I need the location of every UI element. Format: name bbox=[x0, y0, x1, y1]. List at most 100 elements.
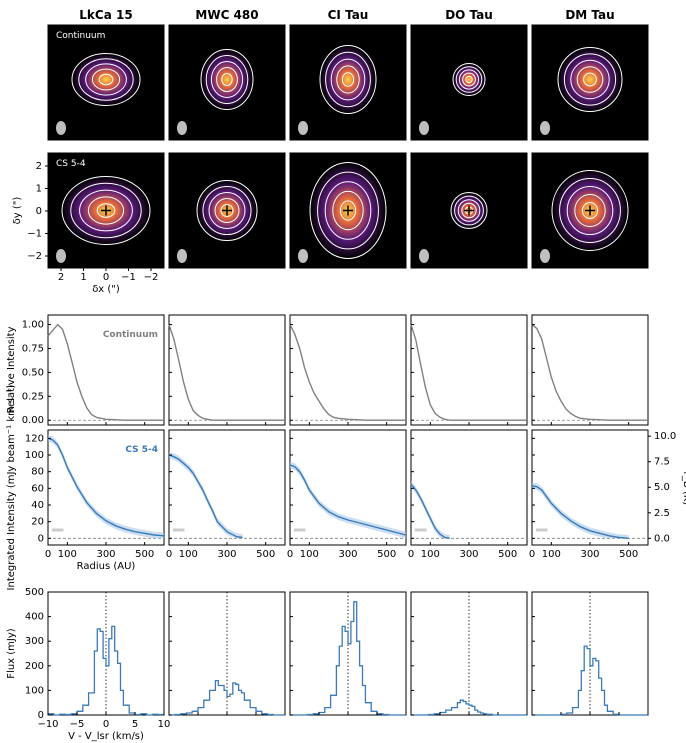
profile-line-mwc-480 bbox=[168, 454, 243, 539]
xtick-label: 500 bbox=[256, 549, 275, 560]
xtick-label: 100 bbox=[421, 549, 440, 560]
contour-5 bbox=[551, 170, 629, 251]
map-ytick-label: −2 bbox=[27, 251, 42, 262]
xtick-label: 500 bbox=[619, 549, 638, 560]
xtick-label: 500 bbox=[135, 549, 154, 560]
beam-ellipse bbox=[419, 249, 429, 263]
contour-2 bbox=[336, 65, 360, 94]
map-panel-label: Continuum bbox=[56, 31, 105, 41]
contour-3 bbox=[210, 61, 244, 98]
emission-blob bbox=[558, 47, 622, 112]
contour-4 bbox=[325, 51, 371, 108]
ytick-label: 0.75 bbox=[22, 343, 44, 354]
xtick-label: 500 bbox=[498, 549, 517, 560]
panel-frame bbox=[168, 429, 286, 546]
ytick-label: 0 bbox=[38, 533, 44, 544]
map-xlabel: δx (") bbox=[92, 284, 120, 295]
spectrum-panel-1 bbox=[168, 591, 286, 716]
profile-line-lkca-15 bbox=[47, 323, 164, 421]
contour-1 bbox=[220, 204, 234, 217]
beam-ellipse bbox=[177, 121, 187, 135]
beam-ellipse bbox=[298, 121, 308, 135]
panel-frame bbox=[410, 314, 528, 426]
ytick-label: 80 bbox=[31, 467, 44, 478]
contour-3 bbox=[457, 199, 481, 222]
map-xtick-label: 0 bbox=[103, 272, 109, 283]
spectrum-panel-4 bbox=[531, 591, 649, 716]
contour-3 bbox=[85, 63, 127, 96]
cs-profile-y2label: T_B (K) bbox=[681, 469, 686, 506]
xtick-label: −10 bbox=[37, 719, 58, 730]
profile-line-do-tau bbox=[410, 324, 527, 421]
ytick-label: 0.00 bbox=[22, 415, 44, 426]
xtick-label: 0 bbox=[408, 549, 414, 560]
xtick-label: 500 bbox=[377, 549, 396, 560]
contour-2 bbox=[574, 194, 606, 227]
spectrum-xlabel: V - V_lsr (km/s) bbox=[68, 731, 144, 742]
column-title-ci-tau: CI Tau bbox=[328, 8, 369, 22]
column-title-lkca-15: LkCa 15 bbox=[79, 8, 132, 22]
profile-uncertainty-band bbox=[290, 461, 406, 539]
contour-5 bbox=[319, 45, 377, 114]
contour-2 bbox=[214, 198, 240, 223]
contour-4 bbox=[78, 58, 134, 101]
contour-5 bbox=[200, 49, 254, 110]
continuum-profile-panel-2 bbox=[289, 314, 407, 426]
xtick-label: 300 bbox=[96, 549, 115, 560]
contour-1 bbox=[221, 73, 233, 86]
profile-line-ci-tau bbox=[289, 464, 407, 536]
contour-3 bbox=[324, 181, 372, 240]
xtick-label: 100 bbox=[179, 549, 198, 560]
xtick-label: 0 bbox=[529, 549, 535, 560]
xtick-label: 100 bbox=[300, 549, 319, 560]
profile-line-ci-tau bbox=[289, 324, 406, 421]
contour-4 bbox=[563, 53, 617, 106]
beam-ellipse bbox=[56, 121, 66, 135]
map-ytick-label: 1 bbox=[36, 184, 42, 195]
cs-map-2 bbox=[289, 152, 407, 269]
xtick-label: 0 bbox=[45, 549, 51, 560]
continuum-profile-panel-4 bbox=[531, 314, 649, 426]
map-xtick-label: 1 bbox=[80, 272, 86, 283]
continuum-map-3 bbox=[410, 24, 528, 141]
contour-1 bbox=[96, 203, 116, 218]
contour-2 bbox=[216, 67, 238, 92]
continuum-map-0: Continuum bbox=[47, 24, 165, 141]
contour-4 bbox=[559, 178, 621, 243]
contour-1 bbox=[583, 72, 597, 87]
profile-line-do-tau bbox=[410, 483, 450, 539]
y2tick-label: 10.0 bbox=[654, 431, 676, 442]
continuum-map-4 bbox=[531, 24, 649, 141]
map-xtick-label: −2 bbox=[144, 272, 159, 283]
ytick-label: 500 bbox=[25, 587, 44, 598]
contour-2 bbox=[461, 202, 477, 219]
ytick-label: 100 bbox=[25, 450, 44, 461]
ytick-label: 0.25 bbox=[22, 391, 44, 402]
contour-1 bbox=[339, 200, 357, 221]
column-title-dm-tau: DM Tau bbox=[565, 8, 614, 22]
contour-3 bbox=[458, 69, 480, 90]
beam-ellipse bbox=[540, 121, 550, 135]
continuum-profile-panel-1 bbox=[168, 314, 286, 426]
ytick-label: 20 bbox=[31, 517, 44, 528]
xtick-label: 10 bbox=[158, 719, 171, 730]
xtick-label: −5 bbox=[70, 719, 85, 730]
cs-map-0: CS 5-4 bbox=[47, 152, 165, 269]
continuum-profile-ylabel: Relative Intensity bbox=[6, 326, 17, 413]
map-xtick-label: −1 bbox=[121, 272, 136, 283]
panel-frame bbox=[410, 429, 528, 546]
emission-blob bbox=[72, 53, 140, 106]
profile-uncertainty-band bbox=[411, 480, 450, 539]
xtick-label: 300 bbox=[580, 549, 599, 560]
contour-1 bbox=[341, 72, 355, 87]
xtick-label: 300 bbox=[459, 549, 478, 560]
beam-ellipse bbox=[540, 249, 550, 263]
contour-4 bbox=[205, 55, 249, 104]
cs-profile-xlabel: Radius (AU) bbox=[77, 561, 136, 572]
contour-4 bbox=[455, 66, 483, 93]
xtick-label: 0 bbox=[166, 549, 172, 560]
profile-line-dm-tau bbox=[531, 485, 629, 539]
ytick-label: 300 bbox=[25, 636, 44, 647]
contour-4 bbox=[202, 186, 252, 235]
